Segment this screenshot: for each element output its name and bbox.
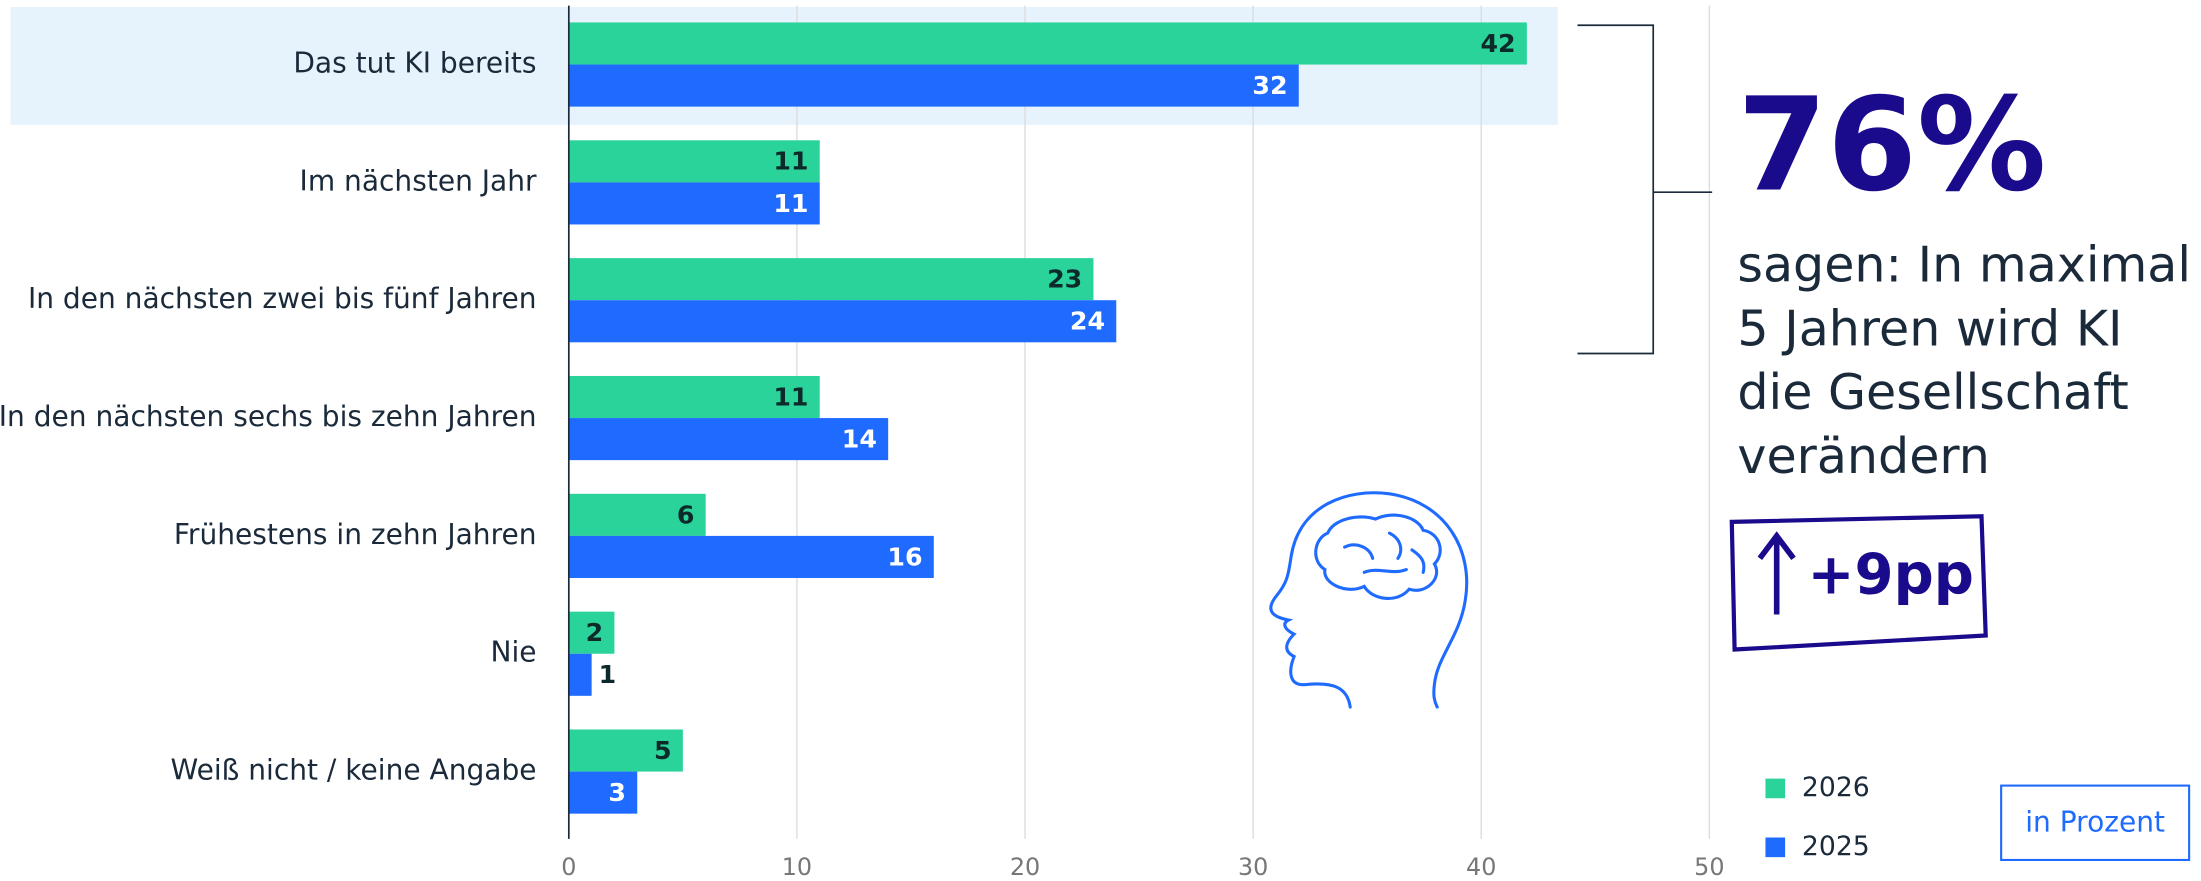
value-label: 3	[608, 778, 626, 807]
value-label: 1	[599, 660, 617, 689]
value-label: 6	[677, 500, 695, 529]
change-text: +9pp	[1808, 543, 1974, 608]
legend-label: 2026	[1802, 772, 1870, 803]
value-label: 32	[1252, 71, 1287, 100]
value-label: 42	[1480, 29, 1515, 58]
annotation-text: sagen: In maximal 5 Jahren wird KI die Ges…	[1737, 235, 2191, 484]
annotation-line: sagen: In maximal	[1737, 235, 2191, 293]
headline: 76%	[1737, 70, 2046, 220]
chart: 01020304050 Das tut KI bereits4232Im näc…	[0, 0, 2201, 881]
y-tick-label: In den nächsten sechs bis zehn Jahren	[0, 400, 537, 433]
value-label: 11	[773, 147, 808, 176]
x-tick-label: 30	[1238, 853, 1268, 881]
value-label: 2	[586, 618, 604, 647]
value-label: 11	[773, 382, 808, 411]
y-tick-label: Weiß nicht / keine Angabe	[171, 754, 537, 787]
bar	[569, 772, 637, 814]
y-tick-label: Frühestens in zehn Jahren	[174, 518, 537, 551]
x-tick-label: 0	[561, 853, 576, 881]
bar	[569, 258, 1094, 300]
bar	[569, 654, 592, 696]
value-label: 14	[842, 424, 877, 453]
unit-note: in Prozent	[2025, 805, 2165, 838]
annotation-line: 5 Jahren wird KI	[1737, 299, 2122, 357]
legend-swatch	[1765, 838, 1785, 858]
x-tick-label: 40	[1466, 853, 1496, 881]
bracket-line	[1577, 25, 1712, 353]
value-label: 23	[1047, 265, 1082, 294]
bracket	[1577, 25, 1712, 353]
value-label: 16	[887, 542, 922, 571]
arrow-up	[1760, 536, 1794, 615]
annotation-line: verändern	[1737, 427, 1989, 485]
legend-label: 2025	[1802, 831, 1870, 862]
x-tick-label: 50	[1694, 853, 1724, 881]
bar	[569, 300, 1116, 342]
legend-swatch	[1765, 779, 1785, 799]
head-icon	[1271, 493, 1467, 707]
bar	[569, 536, 934, 578]
x-tick-label: 20	[1010, 853, 1040, 881]
annotation-line: die Gesellschaft	[1737, 363, 2128, 421]
bar	[569, 418, 888, 460]
legend: 2026 2025	[1765, 772, 1869, 862]
bar	[569, 22, 1527, 64]
y-tick-label: Im nächsten Jahr	[300, 164, 537, 197]
y-tick-label: Das tut KI bereits	[293, 47, 536, 80]
value-label: 11	[773, 189, 808, 218]
value-label: 24	[1070, 307, 1105, 336]
y-tick-label: Nie	[491, 636, 537, 669]
y-tick-label: In den nächsten zwei bis fünf Jahren	[28, 282, 537, 315]
bar	[569, 65, 1299, 107]
value-label: 5	[654, 736, 672, 765]
x-tick-label: 10	[782, 853, 812, 881]
